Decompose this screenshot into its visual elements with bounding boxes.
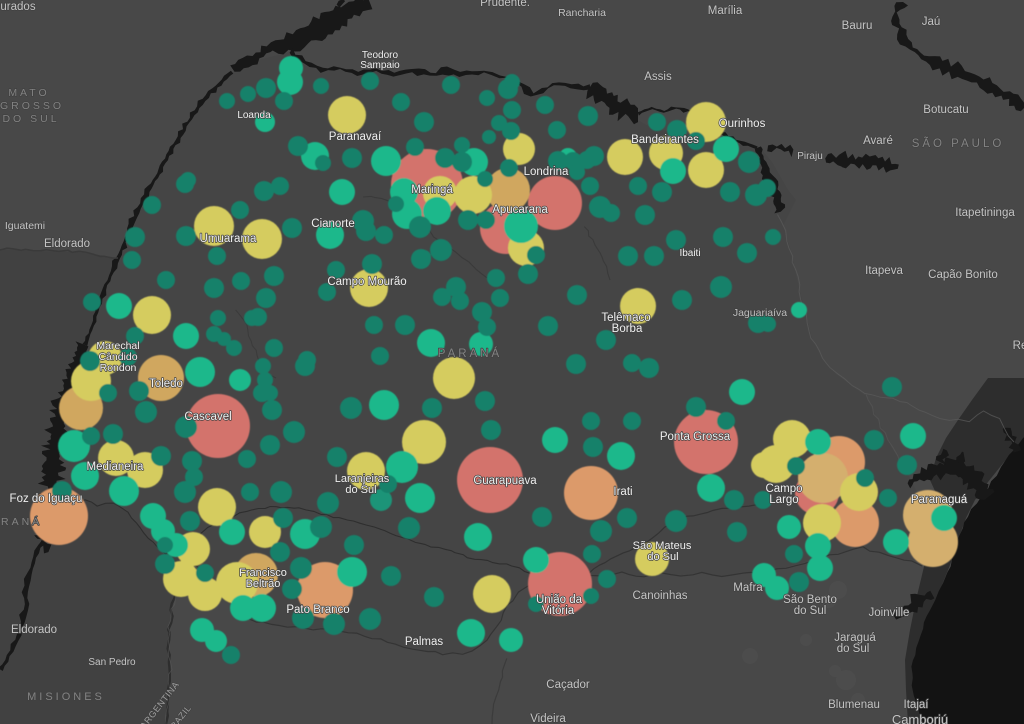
svg-text:do Sul: do Sul (837, 643, 870, 655)
svg-text:Capão Bonito: Capão Bonito (928, 269, 998, 281)
svg-text:Joinville: Joinville (869, 607, 910, 619)
svg-text:Loanda: Loanda (237, 110, 271, 121)
svg-text:Vitória: Vitória (542, 605, 575, 617)
svg-text:Jaú: Jaú (922, 16, 941, 28)
svg-text:União da: União da (536, 594, 583, 606)
svg-text:Itajaí: Itajaí (904, 699, 930, 711)
svg-text:Eldorado: Eldorado (11, 624, 57, 636)
svg-text:Itapetininga: Itapetininga (955, 207, 1015, 219)
svg-text:San Pedro: San Pedro (88, 657, 136, 668)
svg-text:Medianeira: Medianeira (87, 461, 144, 473)
svg-text:Prudente.: Prudente. (480, 0, 530, 9)
svg-text:Borba: Borba (612, 323, 643, 335)
svg-text:Marília: Marília (708, 5, 743, 17)
svg-text:Cascavel: Cascavel (184, 411, 231, 423)
svg-text:Pato Branco: Pato Branco (286, 604, 349, 616)
svg-text:Videira: Videira (530, 713, 566, 724)
svg-text:Toledo: Toledo (149, 378, 183, 390)
svg-text:Laranjeiras: Laranjeiras (335, 473, 390, 485)
svg-text:Guarapuava: Guarapuava (473, 475, 537, 487)
svg-text:do Sul: do Sul (345, 484, 376, 496)
svg-text:Jaraguá: Jaraguá (834, 632, 876, 644)
svg-text:MISIONES: MISIONES (27, 691, 105, 703)
svg-text:Rancharia: Rancharia (558, 7, 606, 19)
svg-text:Jaguariaíva: Jaguariaíva (733, 307, 787, 319)
svg-text:Teodoro: Teodoro (362, 50, 399, 61)
svg-text:São Mateus: São Mateus (633, 540, 692, 552)
svg-text:PARANÁ: PARANÁ (438, 347, 502, 360)
svg-text:Palmas: Palmas (405, 636, 444, 648)
svg-text:Apucarana: Apucarana (492, 204, 548, 216)
svg-text:Blumenau: Blumenau (828, 699, 880, 711)
svg-text:Eldorado: Eldorado (44, 238, 90, 250)
svg-text:Re: Re (1013, 340, 1024, 352)
svg-text:Telêmaco: Telêmaco (601, 312, 650, 324)
svg-text:Ourinhos: Ourinhos (719, 118, 766, 130)
svg-text:Sampaio: Sampaio (360, 60, 400, 71)
svg-text:DO SUL: DO SUL (2, 113, 59, 125)
svg-text:GROSSO: GROSSO (0, 100, 64, 112)
svg-text:Iguatemi: Iguatemi (5, 220, 45, 232)
svg-text:Caçador: Caçador (546, 679, 590, 691)
svg-text:Beltrão: Beltrão (246, 578, 281, 590)
svg-text:Mafra: Mafra (733, 582, 763, 594)
svg-text:Paranavaí: Paranavaí (329, 131, 382, 143)
svg-text:Avaré: Avaré (863, 135, 893, 147)
svg-text:Francisco: Francisco (239, 567, 287, 579)
svg-text:Camboriú: Camboriú (892, 712, 948, 724)
svg-text:Assis: Assis (644, 71, 672, 83)
svg-text:SÃO PAULO: SÃO PAULO (912, 137, 1005, 150)
svg-text:Itapeva: Itapeva (865, 265, 903, 277)
svg-text:Londrina: Londrina (524, 166, 569, 178)
svg-text:Bauru: Bauru (842, 20, 873, 32)
svg-text:do Sul: do Sul (647, 551, 678, 563)
svg-text:Foz do Iguaçu: Foz do Iguaçu (10, 493, 83, 505)
svg-text:Irati: Irati (613, 486, 632, 498)
svg-text:Botucatu: Botucatu (923, 104, 968, 116)
svg-text:Cândido: Cândido (98, 351, 137, 363)
svg-text:do Sul: do Sul (794, 605, 827, 617)
svg-text:Ibaiti: Ibaiti (679, 248, 700, 259)
svg-text:Maringá: Maringá (411, 184, 453, 196)
svg-text:urados: urados (0, 1, 35, 13)
svg-text:Piraju: Piraju (797, 151, 823, 162)
svg-text:Largo: Largo (769, 494, 798, 506)
svg-text:Bandeirantes: Bandeirantes (631, 134, 699, 146)
svg-text:Paranaguá: Paranaguá (911, 494, 968, 506)
svg-text:Umuarama: Umuarama (200, 233, 257, 245)
svg-text:Marechal: Marechal (96, 340, 139, 352)
svg-text:Rondon: Rondon (100, 362, 137, 374)
svg-text:Cianorte: Cianorte (311, 218, 354, 230)
svg-text:São Bento: São Bento (783, 594, 837, 606)
svg-text:RANÁ: RANÁ (1, 515, 42, 528)
svg-text:Ponta Grossa: Ponta Grossa (660, 431, 731, 443)
svg-text:MATO: MATO (8, 87, 49, 99)
svg-text:Canoinhas: Canoinhas (633, 590, 688, 602)
svg-text:Campo: Campo (765, 483, 802, 495)
svg-text:Campo Mourão: Campo Mourão (327, 276, 406, 288)
